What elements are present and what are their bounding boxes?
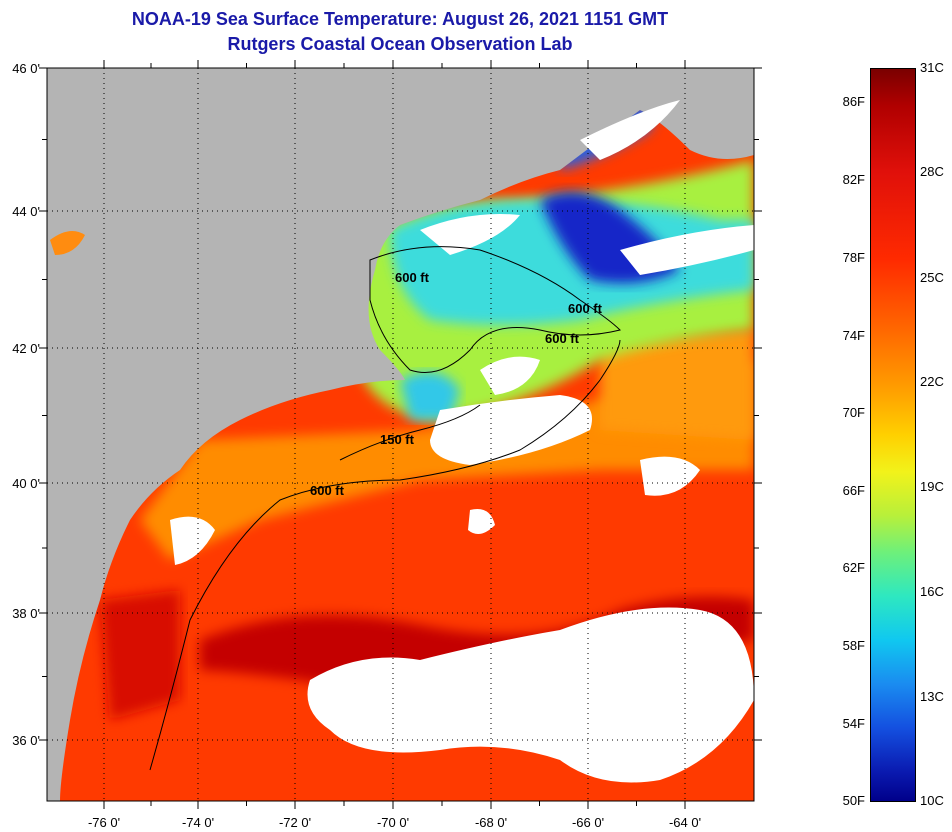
- color-scale-bar: [870, 68, 916, 802]
- lake-warm: [50, 231, 85, 255]
- latitude-label: 36 0': [12, 733, 40, 748]
- celsius-label: 19C: [920, 479, 944, 494]
- axis-ticks: 46 0' 44 0' 42 0' 40 0' 38 0' 36 0' -76 0' -74 …: [12, 60, 762, 830]
- cloud-gulf-of-maine: [420, 214, 520, 255]
- fahrenheit-label: 62F: [842, 560, 865, 575]
- graticule: [47, 68, 754, 801]
- cloud-southern: [307, 607, 754, 783]
- longitude-label: -72 0': [279, 815, 311, 830]
- cloud-georges: [480, 356, 540, 395]
- celsius-label: 28C: [920, 164, 944, 179]
- celsius-label: 22C: [920, 374, 944, 389]
- contour-150ft: [339, 404, 481, 461]
- map-frame: [46, 67, 755, 802]
- contour-gulf-of-maine: [369, 246, 621, 373]
- cloud-bay-of-fundy: [580, 100, 680, 160]
- celsius-label: 31C: [920, 60, 944, 75]
- land-mass: [47, 68, 754, 801]
- fahrenheit-label: 50F: [842, 793, 865, 808]
- celsius-label: 25C: [920, 270, 944, 285]
- celsius-label: 16C: [920, 584, 944, 599]
- map-image: [47, 68, 754, 801]
- longitude-label: -70 0': [377, 815, 409, 830]
- land-nova-scotia: [700, 116, 754, 155]
- cloud-small-1: [640, 456, 700, 496]
- fahrenheit-label: 70F: [842, 405, 865, 420]
- latitude-label: 40 0': [12, 476, 40, 491]
- longitude-label: -74 0': [182, 815, 214, 830]
- fahrenheit-label: 66F: [842, 483, 865, 498]
- cloud-nantucket-shoals: [430, 395, 592, 465]
- longitude-label: -76 0': [88, 815, 120, 830]
- latitude-label: 44 0': [12, 204, 40, 219]
- ocean-cyan-south: [400, 372, 460, 420]
- latitude-label: 46 0': [12, 61, 40, 76]
- cloud-small-2: [468, 509, 495, 534]
- chart-subtitle: Rutgers Coastal Ocean Observation Lab: [227, 34, 573, 54]
- contour-label: 600 ft: [310, 483, 345, 498]
- fahrenheit-label: 74F: [842, 328, 865, 343]
- celsius-label: 10C: [920, 793, 944, 808]
- longitude-label: -64 0': [669, 815, 701, 830]
- celsius-label: 13C: [920, 689, 944, 704]
- contour-600ft: [149, 339, 621, 771]
- cloud-east: [620, 225, 754, 275]
- fahrenheit-label: 78F: [842, 250, 865, 265]
- ocean-hot-coastal: [100, 590, 180, 720]
- latitude-label: 42 0': [12, 341, 40, 356]
- fahrenheit-label: 86F: [842, 94, 865, 109]
- contour-label: 600 ft: [395, 270, 430, 285]
- contour-label: 600 ft: [568, 301, 603, 316]
- longitude-label: -66 0': [572, 815, 604, 830]
- ocean-orange-east: [600, 330, 754, 440]
- latitude-label: 38 0': [12, 606, 40, 621]
- fahrenheit-label: 82F: [842, 172, 865, 187]
- longitude-label: -68 0': [475, 815, 507, 830]
- chart-title: NOAA-19 Sea Surface Temperature: August …: [131, 9, 669, 29]
- contour-label: 600 ft: [545, 331, 580, 346]
- fahrenheit-label: 58F: [842, 638, 865, 653]
- cloud-coastal: [170, 516, 215, 565]
- contour-label: 150 ft: [380, 432, 415, 447]
- fahrenheit-label: 54F: [842, 716, 865, 731]
